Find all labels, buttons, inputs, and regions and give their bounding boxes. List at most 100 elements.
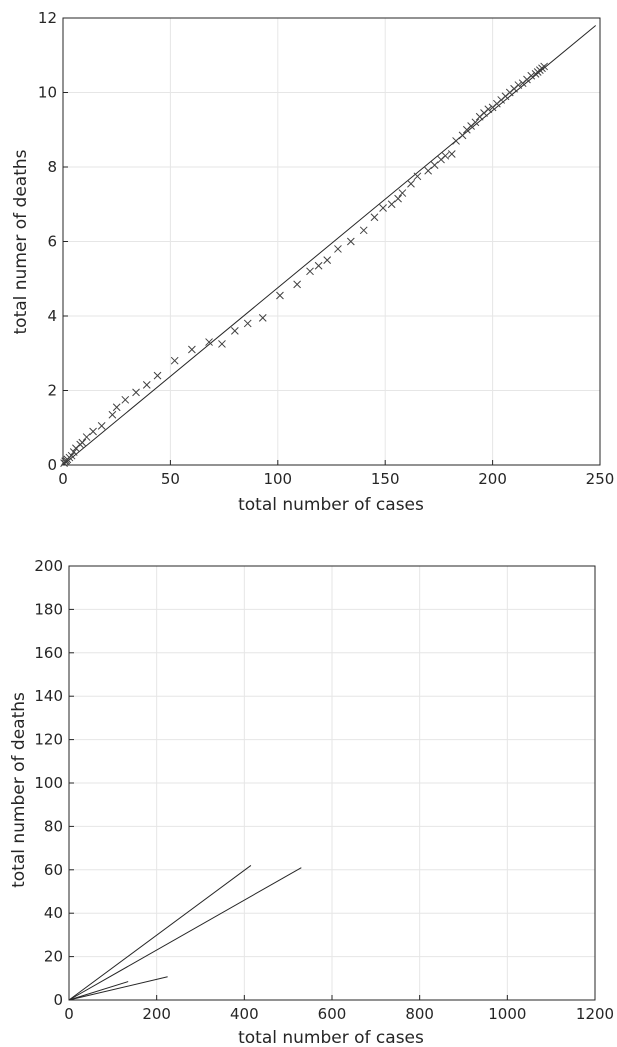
y-axis-label: total number of deaths: [9, 692, 29, 888]
data-point: [293, 280, 301, 289]
data-point: [121, 395, 130, 404]
data-point: [514, 81, 523, 89]
y-tick-label: 100: [34, 774, 63, 792]
data-point-stroke: [314, 261, 323, 270]
data-point-stroke: [205, 338, 213, 346]
data-point-stroke: [514, 81, 523, 89]
data-point: [142, 381, 151, 389]
data-point-stroke: [230, 327, 239, 335]
data-point: [132, 388, 140, 397]
data-point: [484, 105, 493, 114]
data-point-stroke: [67, 451, 76, 460]
data-point: [346, 237, 355, 246]
data-point: [108, 410, 117, 419]
x-tick-label: 0: [58, 470, 68, 488]
data-point-stroke: [447, 150, 456, 158]
y-tick-label: 4: [47, 307, 57, 325]
y-axis-label: total numer of deaths: [11, 149, 31, 334]
data-point: [276, 291, 284, 300]
x-tick-label: 1200: [576, 1005, 614, 1023]
data-point-stroke: [188, 345, 196, 354]
series-line: [68, 867, 302, 1001]
data-point-stroke: [97, 422, 106, 430]
y-tick-label: 40: [44, 904, 63, 922]
y-tick-label: 80: [44, 817, 63, 835]
x-tick-label: 200: [478, 470, 507, 488]
y-tick-label: 140: [34, 687, 63, 705]
data-point-stroke: [258, 314, 267, 322]
data-point: [379, 204, 387, 212]
y-tick-label: 200: [34, 557, 63, 575]
data-point-stroke: [89, 427, 97, 436]
data-point-stroke: [527, 71, 536, 80]
x-axis-label: total number of cases: [238, 1028, 424, 1047]
x-tick-label: 50: [161, 470, 180, 488]
data-point: [447, 150, 456, 158]
data-point: [334, 245, 342, 253]
data-point: [69, 448, 78, 456]
data-point: [359, 226, 368, 235]
data-point: [243, 319, 252, 328]
data-point: [323, 256, 332, 264]
data-point: [218, 340, 226, 348]
data-point-stroke: [394, 194, 402, 203]
series-line: [68, 981, 129, 1001]
data-point-stroke: [243, 319, 252, 328]
data-point: [398, 189, 407, 197]
data-point-stroke: [78, 438, 87, 447]
data-point-stroke: [379, 204, 387, 212]
chart-top: total numer of deaths total number of ca…: [11, 9, 614, 515]
data-point-stroke: [452, 137, 460, 145]
y-tick-label: 60: [44, 861, 63, 879]
x-tick-label: 1000: [488, 1005, 526, 1023]
data-point-stroke: [441, 151, 450, 160]
data-point-stroke: [218, 340, 226, 348]
data-point: [441, 151, 450, 160]
y-tick-label: 0: [53, 991, 63, 1009]
series-line: [68, 865, 252, 1001]
data-point: [78, 438, 87, 447]
series-line: [68, 976, 168, 1001]
data-point: [407, 179, 415, 188]
data-point-stroke: [142, 381, 151, 389]
data-point-stroke: [471, 118, 480, 127]
fit-line: [62, 25, 597, 466]
data-point-stroke: [170, 356, 179, 365]
x-tick-label: 200: [142, 1005, 171, 1023]
data-point-stroke: [540, 62, 549, 71]
data-point-stroke: [407, 179, 415, 188]
y-tick-label: 10: [38, 84, 57, 102]
data-point: [424, 166, 433, 175]
data-point-stroke: [430, 161, 439, 169]
data-point-stroke: [484, 105, 493, 114]
y-tick-label: 2: [47, 382, 57, 400]
data-point: [413, 172, 422, 181]
data-point: [170, 356, 179, 365]
x-tick-label: 250: [586, 470, 615, 488]
y-tick-label: 12: [38, 9, 57, 27]
data-point: [89, 427, 97, 436]
x-tick-label: 0: [64, 1005, 74, 1023]
y-tick-label: 6: [47, 233, 57, 251]
y-tick-label: 120: [34, 731, 63, 749]
data-point-stroke: [458, 131, 467, 140]
x-tick-label: 600: [318, 1005, 347, 1023]
data-point-stroke: [121, 395, 130, 404]
data-point: [258, 314, 267, 322]
data-point-stroke: [276, 291, 284, 300]
data-point-stroke: [387, 200, 396, 209]
data-point: [540, 62, 549, 71]
data-point-stroke: [370, 213, 379, 222]
data-point-stroke: [82, 433, 91, 441]
x-tick-label: 400: [230, 1005, 259, 1023]
data-point: [97, 422, 106, 430]
data-point-stroke: [153, 371, 162, 380]
data-point: [153, 371, 162, 380]
data-point: [112, 403, 121, 412]
y-tick-label: 180: [34, 600, 63, 618]
data-point: [188, 345, 196, 354]
data-point: [370, 213, 379, 222]
data-point: [67, 451, 76, 460]
data-point-stroke: [424, 166, 433, 175]
data-point: [205, 338, 213, 346]
